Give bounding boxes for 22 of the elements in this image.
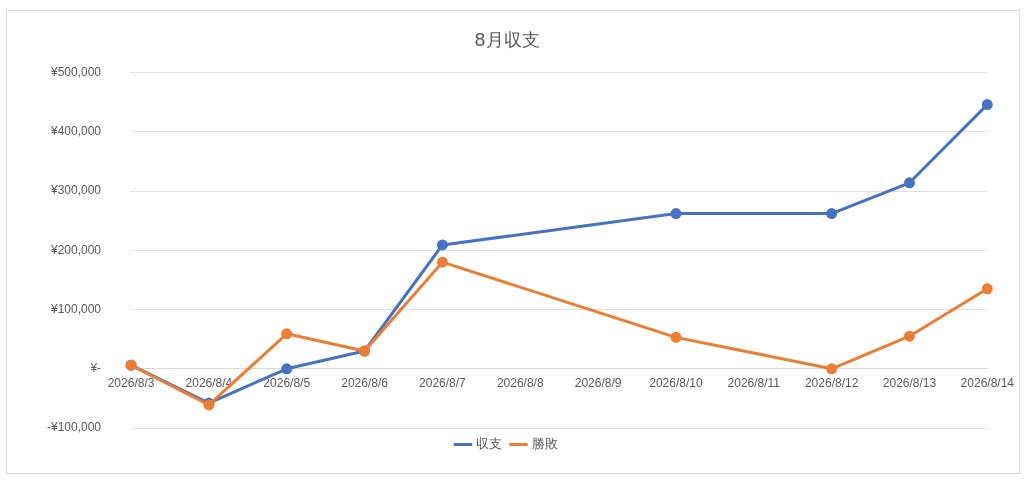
x-tick-label: 2026/8/12 (804, 376, 859, 391)
legend-label: 収支 (476, 435, 502, 451)
x-tick-label: 2026/8/5 (263, 376, 311, 391)
x-tick-label: 2026/8/7 (419, 376, 467, 391)
y-tick-label: ¥500,000 (49, 64, 102, 79)
chart-title: 8月収支 (474, 29, 540, 51)
legend-label: 勝敗 (531, 435, 558, 451)
y-tick-label: ¥300,000 (49, 183, 102, 198)
x-tick-label: 2026/8/8 (496, 376, 544, 391)
y-tick-label: ¥100,000 (49, 301, 102, 316)
x-tick-label: 2026/8/14 (960, 376, 1015, 391)
x-tick-label: 2026/8/4 (185, 376, 233, 391)
x-tick-label: 2026/8/11 (727, 376, 781, 391)
x-tick-label: 2026/8/9 (574, 376, 622, 391)
x-tick-label: 2026/8/13 (882, 376, 937, 391)
y-tick-label: ¥200,000 (49, 242, 102, 257)
x-tick-label: 2026/8/6 (341, 376, 389, 391)
x-tick-label: 2026/8/10 (649, 376, 703, 391)
y-tick-label: ¥- (89, 361, 102, 376)
x-tick-label: 2026/8/3 (107, 376, 155, 391)
y-tick-label: -¥100,000 (47, 420, 102, 435)
y-tick-label: ¥400,000 (49, 124, 102, 139)
